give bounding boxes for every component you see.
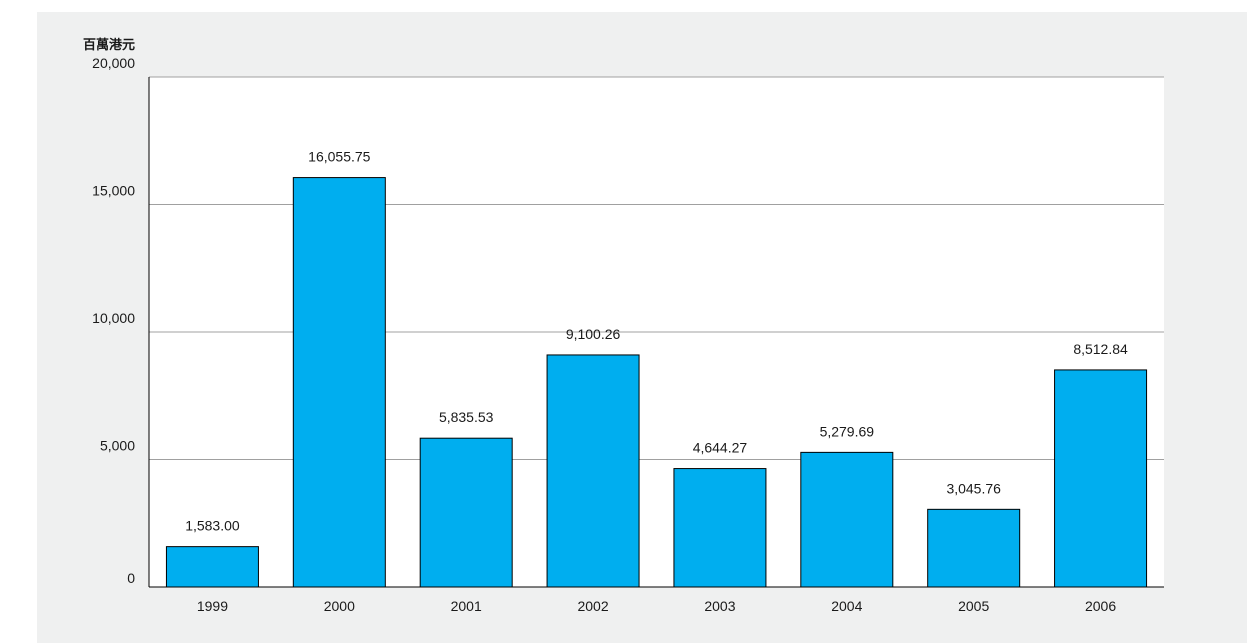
- title-strip: [0, 0, 1247, 12]
- bar-2004: [800, 451, 894, 588]
- y-tick-labels: 0 5,000 10,000 15,000 20,000: [92, 55, 135, 586]
- data-label-2001: 5,835.53: [439, 409, 494, 425]
- x-tick-2003: 2003: [704, 598, 735, 614]
- axes: [148, 77, 1164, 588]
- data-label-2006: 8,512.84: [1073, 341, 1128, 357]
- data-label-2000: 16,055.75: [308, 149, 370, 165]
- y-unit-label: 百萬港元: [83, 37, 135, 53]
- y-tick-3: 15,000: [92, 183, 135, 199]
- data-label-2002: 9,100.26: [566, 326, 621, 342]
- bar-2001: [419, 437, 513, 588]
- bar-1999: [165, 546, 259, 588]
- y-tick-2: 10,000: [92, 310, 135, 326]
- y-tick-4: 20,000: [92, 55, 135, 71]
- x-tick-2005: 2005: [958, 598, 989, 614]
- chart-panel: 0 5,000 10,000 15,000 20,000 1999 2000 2001 200…: [37, 12, 1247, 643]
- bar-2005: [927, 508, 1021, 588]
- y-tick-0: 0: [127, 570, 135, 586]
- bar-2006: [1054, 369, 1148, 588]
- data-labels: 1,583.00 16,055.75 5,835.53 9,100.26 4,644.2…: [185, 149, 1128, 534]
- x-tick-1999: 1999: [197, 598, 228, 614]
- x-tick-labels: 1999 2000 2001 2002 2003 2004 2005 2006: [197, 598, 1116, 614]
- bar-2003: [673, 468, 767, 588]
- x-tick-2001: 2001: [451, 598, 482, 614]
- x-tick-2006: 2006: [1085, 598, 1116, 614]
- data-label-1999: 1,583.00: [185, 518, 240, 534]
- data-label-2003: 4,644.27: [693, 440, 748, 456]
- x-tick-2002: 2002: [577, 598, 608, 614]
- bars: [165, 177, 1148, 588]
- bar-chart: 0 5,000 10,000 15,000 20,000 1999 2000 2001 200…: [83, 37, 1164, 614]
- data-label-2005: 3,045.76: [946, 480, 1001, 496]
- y-tick-1: 5,000: [100, 438, 135, 454]
- bar-2000: [292, 177, 386, 588]
- x-tick-2004: 2004: [831, 598, 862, 614]
- x-tick-2000: 2000: [324, 598, 355, 614]
- bar-2002: [546, 354, 640, 588]
- data-label-2004: 5,279.69: [820, 423, 875, 439]
